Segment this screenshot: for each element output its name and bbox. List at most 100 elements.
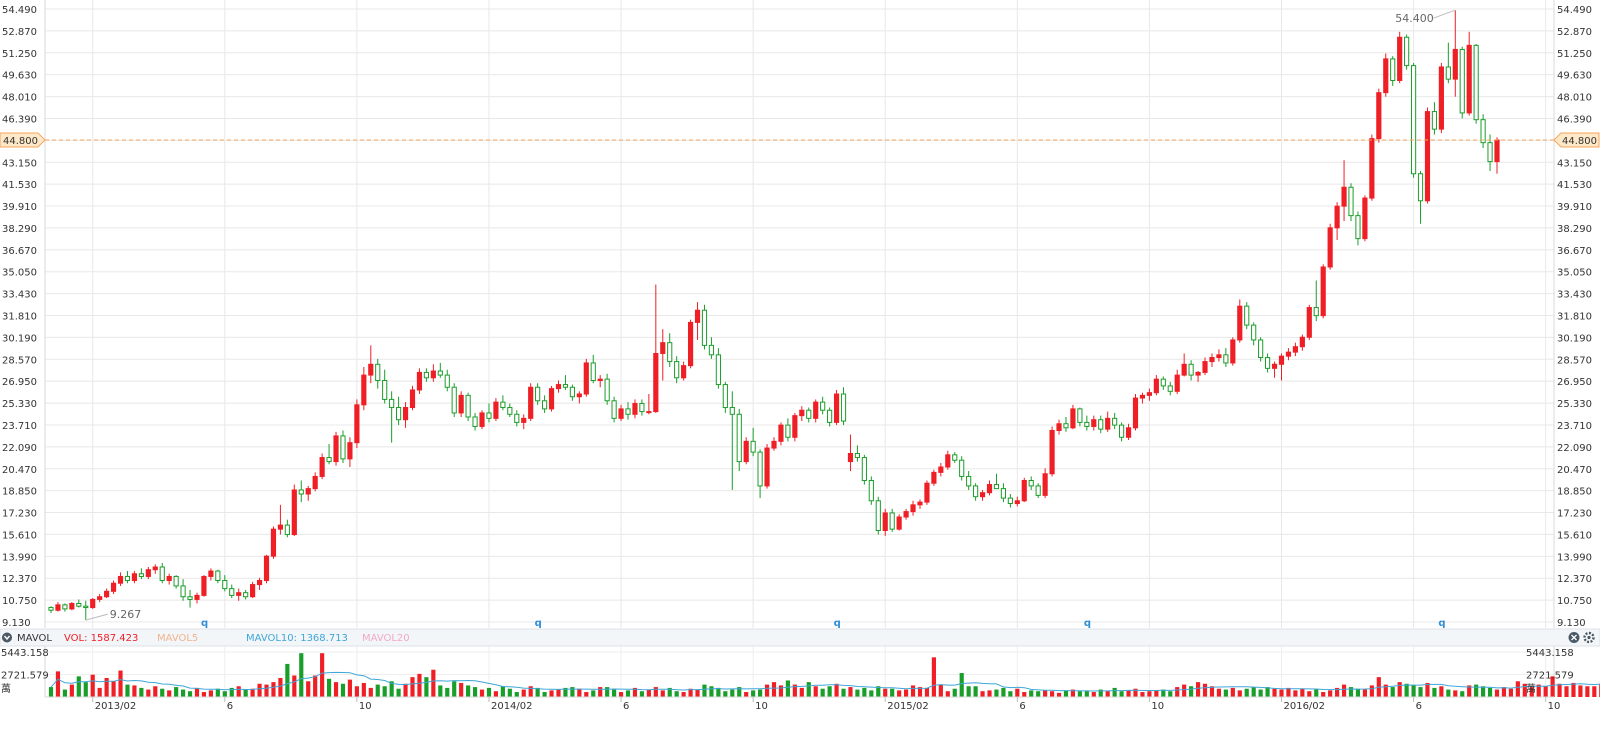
volume-bar <box>160 688 165 697</box>
price-tick-label: 33.430 <box>1557 290 1592 301</box>
price-tick-label: 12.370 <box>1557 574 1592 585</box>
volume-bar <box>285 663 290 697</box>
volume-bar <box>632 687 638 697</box>
price-tick-label: 35.050 <box>2 268 37 279</box>
candle-body <box>715 354 721 386</box>
price-tick-label: 22.090 <box>2 443 37 454</box>
volume-bar <box>459 682 464 697</box>
volume-bar <box>556 689 561 697</box>
candle-body <box>966 475 972 487</box>
candle-body <box>493 401 499 419</box>
candle-body <box>1278 355 1285 365</box>
price-tick-label: 9.130 <box>1557 618 1586 629</box>
volume-bar <box>1216 688 1222 697</box>
volume-tick-label: 2721.579 <box>1526 671 1574 682</box>
volume-bar <box>1515 681 1520 697</box>
volume-bar <box>104 677 109 697</box>
candle-body <box>548 388 555 410</box>
volume-bar <box>1481 686 1486 697</box>
volume-bar <box>723 691 728 697</box>
event-marker[interactable]: q <box>535 618 542 629</box>
candlestick-series <box>48 10 1500 621</box>
volume-bar <box>737 687 742 697</box>
candle-body <box>437 370 443 376</box>
candle-body <box>354 404 360 444</box>
candle-body <box>1112 417 1118 426</box>
candle-body <box>500 401 506 409</box>
volume-bar <box>1341 684 1347 697</box>
candle-body <box>820 401 826 411</box>
candle-body <box>229 588 235 596</box>
candle-body <box>611 400 617 419</box>
price-tick-label: 30.190 <box>1557 333 1592 344</box>
candle-body <box>1188 363 1194 376</box>
volume-bar <box>855 689 860 697</box>
candle-body <box>1174 374 1180 392</box>
volume-bar <box>361 682 366 697</box>
event-marker[interactable]: q <box>834 618 841 629</box>
price-tick-label: 15.610 <box>2 530 37 541</box>
mavol10-label: MAVOL10: 1368.713 <box>246 633 348 644</box>
candle-body <box>145 569 151 577</box>
volume-bar <box>1154 690 1159 697</box>
volume-bar <box>55 671 61 697</box>
volume-bar <box>1077 691 1082 697</box>
chevron-down-icon[interactable] <box>2 632 12 643</box>
candle-body <box>701 309 708 346</box>
candle-body <box>618 408 624 419</box>
candle-body <box>1417 173 1424 202</box>
candle-body <box>743 440 749 463</box>
volume-bar <box>69 684 74 697</box>
event-marker[interactable]: q <box>1438 618 1445 629</box>
candle-body <box>1348 186 1354 217</box>
candle-body <box>465 394 471 418</box>
price-tick-label: 33.430 <box>2 290 37 301</box>
volume-bar <box>1355 688 1361 697</box>
candle-body <box>1167 385 1173 392</box>
volume-bar <box>883 688 888 697</box>
volume-bar <box>813 686 818 697</box>
volume-bar <box>778 685 784 697</box>
volume-bar <box>292 675 297 697</box>
candle-body <box>1251 324 1257 341</box>
candle-body <box>305 488 311 495</box>
min-annotation: 9.267 <box>85 608 141 621</box>
volume-bar <box>1369 685 1374 697</box>
close-button[interactable] <box>1568 632 1580 643</box>
candle-body <box>138 573 144 577</box>
candle-body <box>847 452 854 463</box>
volume-bar <box>1244 688 1249 697</box>
volume-bar <box>1140 692 1145 697</box>
candle-body <box>270 528 277 557</box>
volume-bar <box>410 677 415 697</box>
volume-bar <box>445 687 450 697</box>
collapse-button[interactable] <box>2 632 12 643</box>
candle-body <box>1035 485 1041 496</box>
price-tick-label: 51.250 <box>2 49 37 60</box>
candle-body <box>423 371 429 379</box>
candle-body <box>882 512 888 532</box>
volume-bar <box>1293 690 1298 697</box>
gear-icon[interactable] <box>1583 631 1595 644</box>
event-marker[interactable]: q <box>201 618 208 629</box>
candle-body <box>1285 351 1292 357</box>
volume-unit-left: 萬 <box>1 682 11 695</box>
x-tick-label: 10 <box>755 701 768 712</box>
max-leader-line <box>1433 9 1456 19</box>
settings-button[interactable] <box>1583 631 1595 644</box>
candle-body <box>764 447 770 487</box>
candle-body <box>124 575 131 582</box>
volume-bar <box>1411 685 1416 697</box>
candle-body <box>979 492 986 498</box>
volume-bar <box>326 678 332 697</box>
event-marker[interactable]: q <box>1084 618 1091 629</box>
candle-body <box>722 384 728 409</box>
candle-body <box>569 386 575 398</box>
volume-bar <box>660 690 665 697</box>
volume-bar <box>549 690 554 697</box>
price-tick-label: 48.010 <box>2 93 37 104</box>
volume-bar <box>1008 691 1013 697</box>
candle-body <box>291 489 297 536</box>
